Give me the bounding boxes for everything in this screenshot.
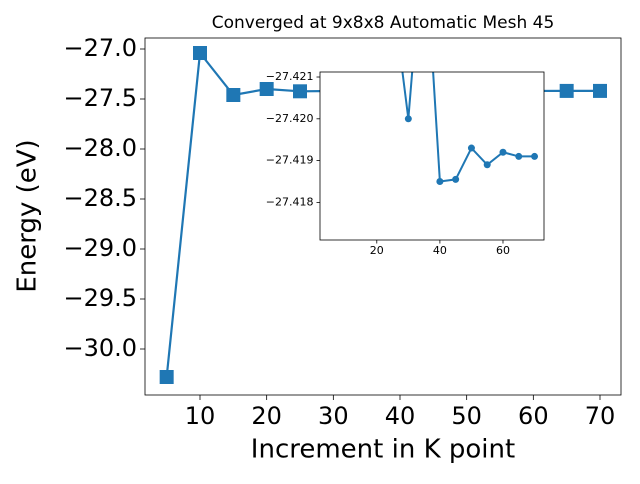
marker xyxy=(531,152,539,160)
marker xyxy=(259,82,274,96)
axes-frame xyxy=(319,71,545,241)
y-tick-label: −29.0 xyxy=(63,234,137,262)
x-tick-label: 60 xyxy=(518,402,549,430)
marker xyxy=(593,83,607,98)
y-axis-label: Energy (eV) xyxy=(13,139,43,292)
y-tick-label: −27.419 xyxy=(266,154,314,167)
x-axis-label: Increment in K point xyxy=(251,435,515,465)
x-tick-label: 40 xyxy=(385,402,416,430)
marker xyxy=(452,175,460,183)
y-tick-label: −27.420 xyxy=(266,112,314,125)
y-tick-label: −28.0 xyxy=(63,134,137,162)
y-tick-label: −29.5 xyxy=(63,284,137,312)
x-tick-label: 40 xyxy=(433,244,447,257)
x-tick-label: 50 xyxy=(451,402,482,430)
y-tick-label: −27.0 xyxy=(63,34,137,62)
marker xyxy=(436,177,444,185)
marker xyxy=(293,84,307,99)
x-tick-label: 20 xyxy=(370,244,384,257)
y-tick-label: −30.0 xyxy=(63,334,137,362)
marker xyxy=(499,148,507,156)
marker xyxy=(226,88,241,102)
x-tick-label: 20 xyxy=(251,402,282,430)
series-line xyxy=(401,72,535,183)
marker xyxy=(559,83,574,98)
x-tick-label: 70 xyxy=(585,402,616,430)
y-tick-label: −27.418 xyxy=(266,195,314,208)
chart-title: Converged at 9x8x8 Automatic Mesh 45 xyxy=(212,13,555,33)
y-tick-label: −28.5 xyxy=(63,184,137,212)
x-tick-label: 30 xyxy=(318,402,349,430)
marker xyxy=(404,115,412,123)
marker xyxy=(483,161,491,169)
plot-content xyxy=(401,72,539,185)
marker xyxy=(515,152,523,160)
marker xyxy=(193,46,207,60)
x-tick-label: 60 xyxy=(496,244,510,257)
axes-frame xyxy=(144,37,622,396)
y-tick-label: −27.421 xyxy=(266,70,314,83)
marker xyxy=(467,144,475,152)
plot-area xyxy=(320,72,544,240)
x-tick-label: 10 xyxy=(185,402,216,430)
marker xyxy=(159,370,174,384)
y-tick-label: −27.5 xyxy=(63,84,137,112)
